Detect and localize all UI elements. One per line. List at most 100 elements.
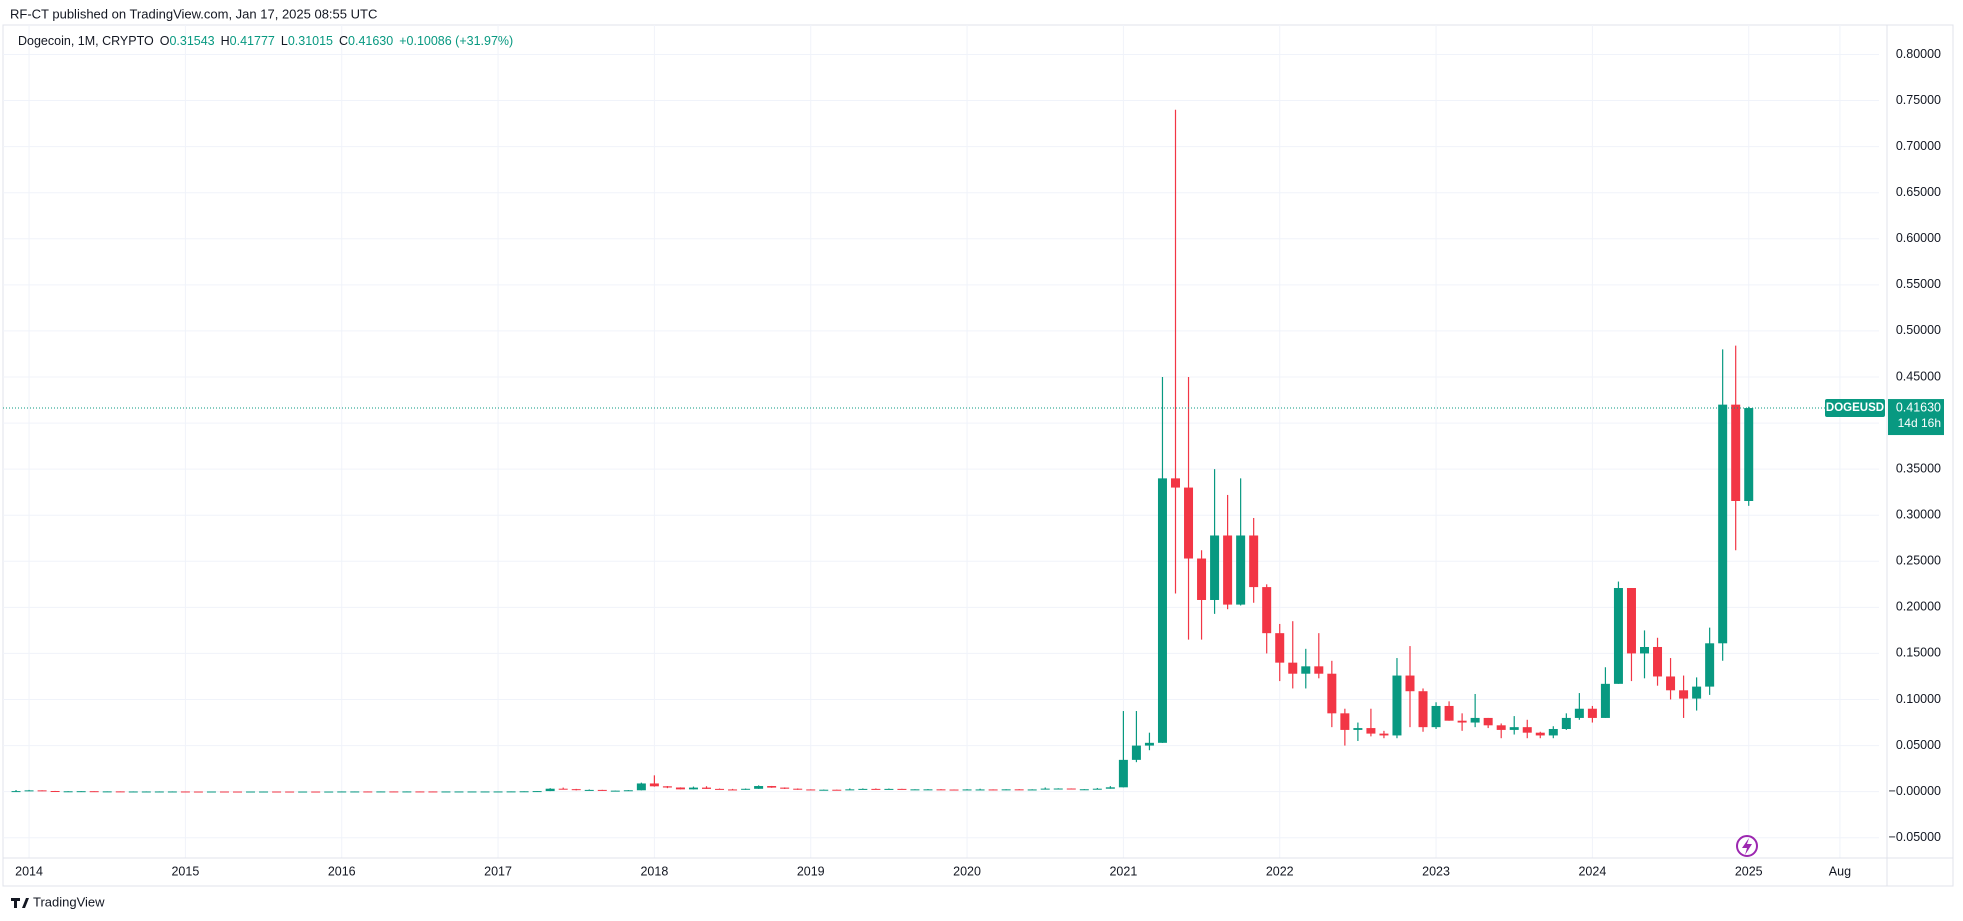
brand-logo [11, 898, 29, 908]
candle-body [1640, 646, 1649, 654]
candle-body [1457, 720, 1467, 723]
legend-key: L [281, 34, 288, 48]
candle-body [233, 791, 242, 793]
candle-body [272, 791, 282, 793]
candle-body [1366, 728, 1376, 734]
x-tick-label: 2019 [797, 864, 825, 878]
candle-body [311, 791, 321, 793]
candle-body [1548, 728, 1558, 736]
candle-body [949, 789, 959, 791]
x-tick-label: 2017 [484, 864, 512, 878]
candle-body [1157, 478, 1167, 743]
candle-body [428, 791, 438, 793]
candle-body [506, 791, 516, 793]
candle-body [910, 789, 920, 791]
candle-body [597, 789, 607, 791]
candle-body [363, 791, 373, 793]
candle-body [1184, 487, 1194, 559]
candle-body [1653, 646, 1663, 677]
candle-body [1118, 759, 1128, 788]
candle-body [1444, 705, 1454, 721]
candle-body [1392, 675, 1402, 736]
candle-body [1705, 643, 1715, 687]
candle-body [1001, 789, 1011, 791]
candle-body [1249, 535, 1259, 588]
candle-body [1679, 690, 1689, 699]
price-tag-bg [1888, 399, 1944, 436]
y-tick-label: 0.35000 [1896, 461, 1941, 475]
candle-body [1288, 662, 1298, 674]
candle-body [1574, 708, 1584, 718]
candle-body [441, 791, 451, 793]
candle-body [167, 791, 177, 793]
symbol-tag-bg [1825, 399, 1885, 418]
legend-name: Dogecoin, 1M, CRYPTO [18, 34, 154, 48]
publish-header: RF-CT published on TradingView.com, Jan … [10, 6, 377, 21]
x-tick-label: 2018 [640, 864, 668, 878]
replay-icon[interactable] [1736, 835, 1758, 857]
candles [3, 109, 1879, 793]
y-tick-label: 0.45000 [1896, 369, 1941, 383]
candle-body [1522, 727, 1532, 733]
legend-key: O [160, 34, 170, 48]
candle-body [871, 788, 881, 790]
candle-body [1561, 717, 1571, 729]
candle-body [636, 783, 646, 791]
candle-body [128, 791, 138, 793]
y-tick-label: 0.55000 [1896, 277, 1941, 291]
candle-body [767, 786, 777, 788]
x-tick-label: 2023 [1422, 864, 1450, 878]
candle-body [1314, 666, 1324, 674]
candle-body [1262, 587, 1272, 634]
candle-body [337, 791, 347, 793]
candle-body [50, 791, 60, 793]
candle-body [402, 791, 412, 793]
legend-key: C [339, 34, 348, 48]
axes: −0.05000 −0.00000 0.05000 0.10000 0.15000 0.2… [15, 47, 1944, 878]
x-tick-label: 2022 [1266, 864, 1294, 878]
candle-body [545, 788, 555, 792]
candle-body [1379, 733, 1389, 736]
candle-body [454, 791, 464, 793]
candle-body [1496, 725, 1506, 730]
candle-body [936, 789, 946, 791]
candle-body [793, 788, 803, 790]
candle-body [1223, 535, 1233, 605]
candle-body [193, 791, 203, 793]
icon-bolt[interactable] [1742, 838, 1752, 855]
candle-body [858, 788, 868, 790]
candle-body [649, 783, 659, 787]
candle-body [923, 789, 933, 791]
candle-body [89, 791, 99, 793]
y-tick-label: 0.80000 [1896, 47, 1941, 61]
candle-body [1600, 683, 1610, 718]
grid [3, 25, 1879, 858]
symbol-tag: DOGEUSD [1826, 402, 1884, 414]
x-tick-label: 2014 [15, 864, 43, 878]
candle-body [467, 791, 477, 793]
x-tick-label: 2021 [1109, 864, 1137, 878]
candle-body [1236, 535, 1246, 605]
candle-body [246, 791, 256, 793]
x-tick-label: Aug [1829, 864, 1851, 878]
candle-body [623, 790, 633, 792]
candle-body [480, 791, 490, 793]
candle-body [1626, 588, 1636, 654]
candle-body [206, 791, 216, 793]
candle-body [558, 788, 568, 790]
candle-body [1509, 727, 1519, 730]
candle-body [259, 791, 269, 793]
icon-ring[interactable] [1736, 835, 1758, 857]
candle-body [1040, 788, 1050, 790]
candle-body [519, 791, 529, 793]
candle-body [389, 791, 399, 793]
price-tag: 0.41630 [1896, 400, 1941, 414]
candle-body [754, 786, 764, 789]
candle-body [610, 790, 620, 792]
candle-body [780, 787, 790, 789]
y-tick-label: 0.25000 [1896, 554, 1941, 568]
candle-body [1301, 666, 1311, 674]
x-tick-label: 2025 [1735, 864, 1763, 878]
candle-body [897, 788, 907, 790]
